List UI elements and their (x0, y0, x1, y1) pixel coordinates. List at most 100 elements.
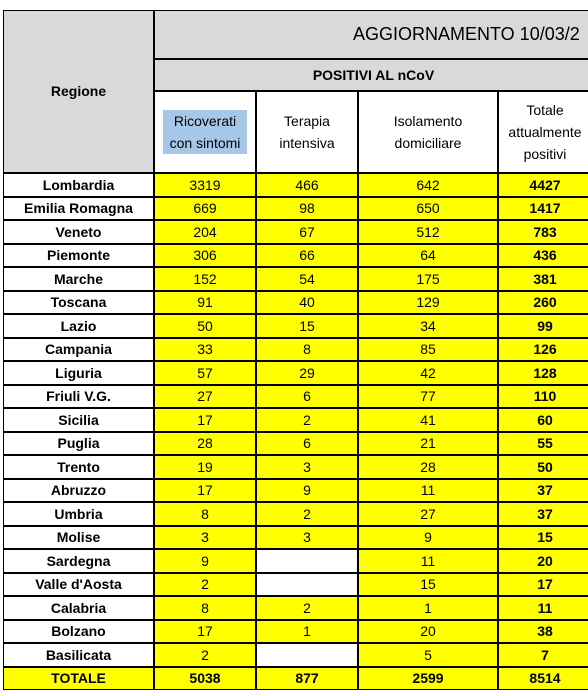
value-cell: 85 (358, 337, 498, 361)
value-cell: 1 (358, 596, 498, 620)
value-cell-text: 6 (303, 435, 311, 452)
value-cell: 5038 (154, 666, 256, 690)
value-cell: 29 (256, 361, 358, 385)
value-cell: 3319 (154, 173, 256, 197)
value-cell-text: 85 (420, 341, 436, 358)
value-cell-text: 15 (420, 576, 436, 593)
column-header-text: Terapia intensiva (279, 113, 335, 151)
total-value-text: 436 (533, 247, 557, 264)
total-value-text: 15 (537, 529, 553, 546)
value-cell: 175 (358, 267, 498, 291)
region-name: Abruzzo (3, 478, 154, 502)
total-value: 1417 (498, 196, 588, 220)
value-cell-text: 17 (197, 623, 213, 640)
total-label: TOTALE (3, 666, 154, 690)
value-cell: 1 (256, 619, 358, 643)
column-header: Ricoverati con sintomi (154, 91, 256, 173)
region-name: Umbria (3, 502, 154, 526)
region-name-text: Valle d'Aosta (35, 576, 122, 593)
value-cell-text: 466 (295, 176, 319, 193)
region-name: Sardegna (3, 549, 154, 573)
total-value: 128 (498, 361, 588, 385)
value-cell: 2 (256, 596, 358, 620)
value-cell: 2 (256, 408, 358, 432)
value-cell-text: 9 (424, 529, 432, 546)
value-cell-text: 129 (416, 294, 440, 311)
region-name-text: Emilia Romagna (24, 200, 133, 217)
total-value: 783 (498, 220, 588, 244)
value-cell: 28 (154, 431, 256, 455)
column-header-text: Isolamento domiciliare (393, 113, 463, 151)
value-cell-text: 34 (420, 317, 436, 334)
total-value: 37 (498, 502, 588, 526)
total-value-text: 110 (533, 388, 557, 405)
total-value: 4427 (498, 173, 588, 197)
total-value: 8514 (498, 666, 588, 690)
value-cell: 11 (358, 549, 498, 573)
value-cell-text: 50 (197, 317, 213, 334)
value-cell: 2 (256, 502, 358, 526)
region-name: Puglia (3, 431, 154, 455)
value-cell-text: 98 (299, 200, 315, 217)
value-cell-text: 28 (420, 458, 436, 475)
value-cell: 66 (256, 243, 358, 267)
column-header-text: Totale attualmente positivi (508, 102, 582, 162)
region-name-text: Calabria (50, 599, 107, 616)
value-cell-text: 2599 (412, 670, 444, 687)
value-cell-text: 8 (201, 505, 209, 522)
value-cell: 2 (154, 572, 256, 596)
value-cell-text: 2 (303, 505, 311, 522)
value-cell-text: 8 (201, 599, 209, 616)
value-cell: 9 (256, 478, 358, 502)
total-value-text: 50 (537, 458, 553, 475)
region-name: Valle d'Aosta (3, 572, 154, 596)
value-cell: 17 (154, 408, 256, 432)
value-cell-text: 8 (303, 341, 311, 358)
value-cell-text: 11 (420, 552, 436, 569)
region-name-text: Toscana (50, 294, 107, 311)
total-value: 17 (498, 572, 588, 596)
value-cell: 28 (358, 455, 498, 479)
total-label-text: TOTALE (51, 670, 106, 687)
value-cell-text: 67 (299, 223, 315, 240)
value-cell: 669 (154, 196, 256, 220)
value-cell-text: 28 (197, 435, 213, 452)
value-cell: 15 (256, 314, 358, 338)
region-name-text: Lazio (60, 317, 97, 334)
total-value-text: 7 (541, 646, 549, 663)
value-cell-text: 3 (303, 529, 311, 546)
value-cell: 8 (154, 596, 256, 620)
total-value-text: 55 (537, 435, 553, 452)
total-value: 38 (498, 619, 588, 643)
value-cell: 27 (358, 502, 498, 526)
region-name-text: Friuli V.G. (46, 388, 111, 405)
value-cell: 9 (154, 549, 256, 573)
total-value: 110 (498, 384, 588, 408)
value-cell-text: 57 (197, 364, 213, 381)
column-header: Totale attualmente positivi (498, 91, 588, 173)
value-cell: 8 (154, 502, 256, 526)
value-cell: 8 (256, 337, 358, 361)
total-value-text: 128 (533, 364, 557, 381)
region-name-text: Sardegna (46, 552, 111, 569)
value-cell-text: 642 (416, 176, 440, 193)
value-cell: 3 (154, 525, 256, 549)
value-cell: 19 (154, 455, 256, 479)
region-name: Trento (3, 455, 154, 479)
region-name: Friuli V.G. (3, 384, 154, 408)
value-cell: 27 (154, 384, 256, 408)
total-value-text: 8514 (529, 670, 561, 687)
value-cell: 642 (358, 173, 498, 197)
value-cell-text: 3 (201, 529, 209, 546)
value-cell: 64 (358, 243, 498, 267)
region-name: Bolzano (3, 619, 154, 643)
total-value-text: 99 (537, 317, 553, 334)
value-cell: 57 (154, 361, 256, 385)
value-cell: 17 (154, 619, 256, 643)
value-cell-text: 41 (420, 411, 436, 428)
total-value-text: 60 (537, 411, 553, 428)
value-cell: 41 (358, 408, 498, 432)
total-value-text: 260 (533, 294, 557, 311)
value-cell-text: 15 (299, 317, 315, 334)
region-name-text: Umbria (54, 505, 103, 522)
